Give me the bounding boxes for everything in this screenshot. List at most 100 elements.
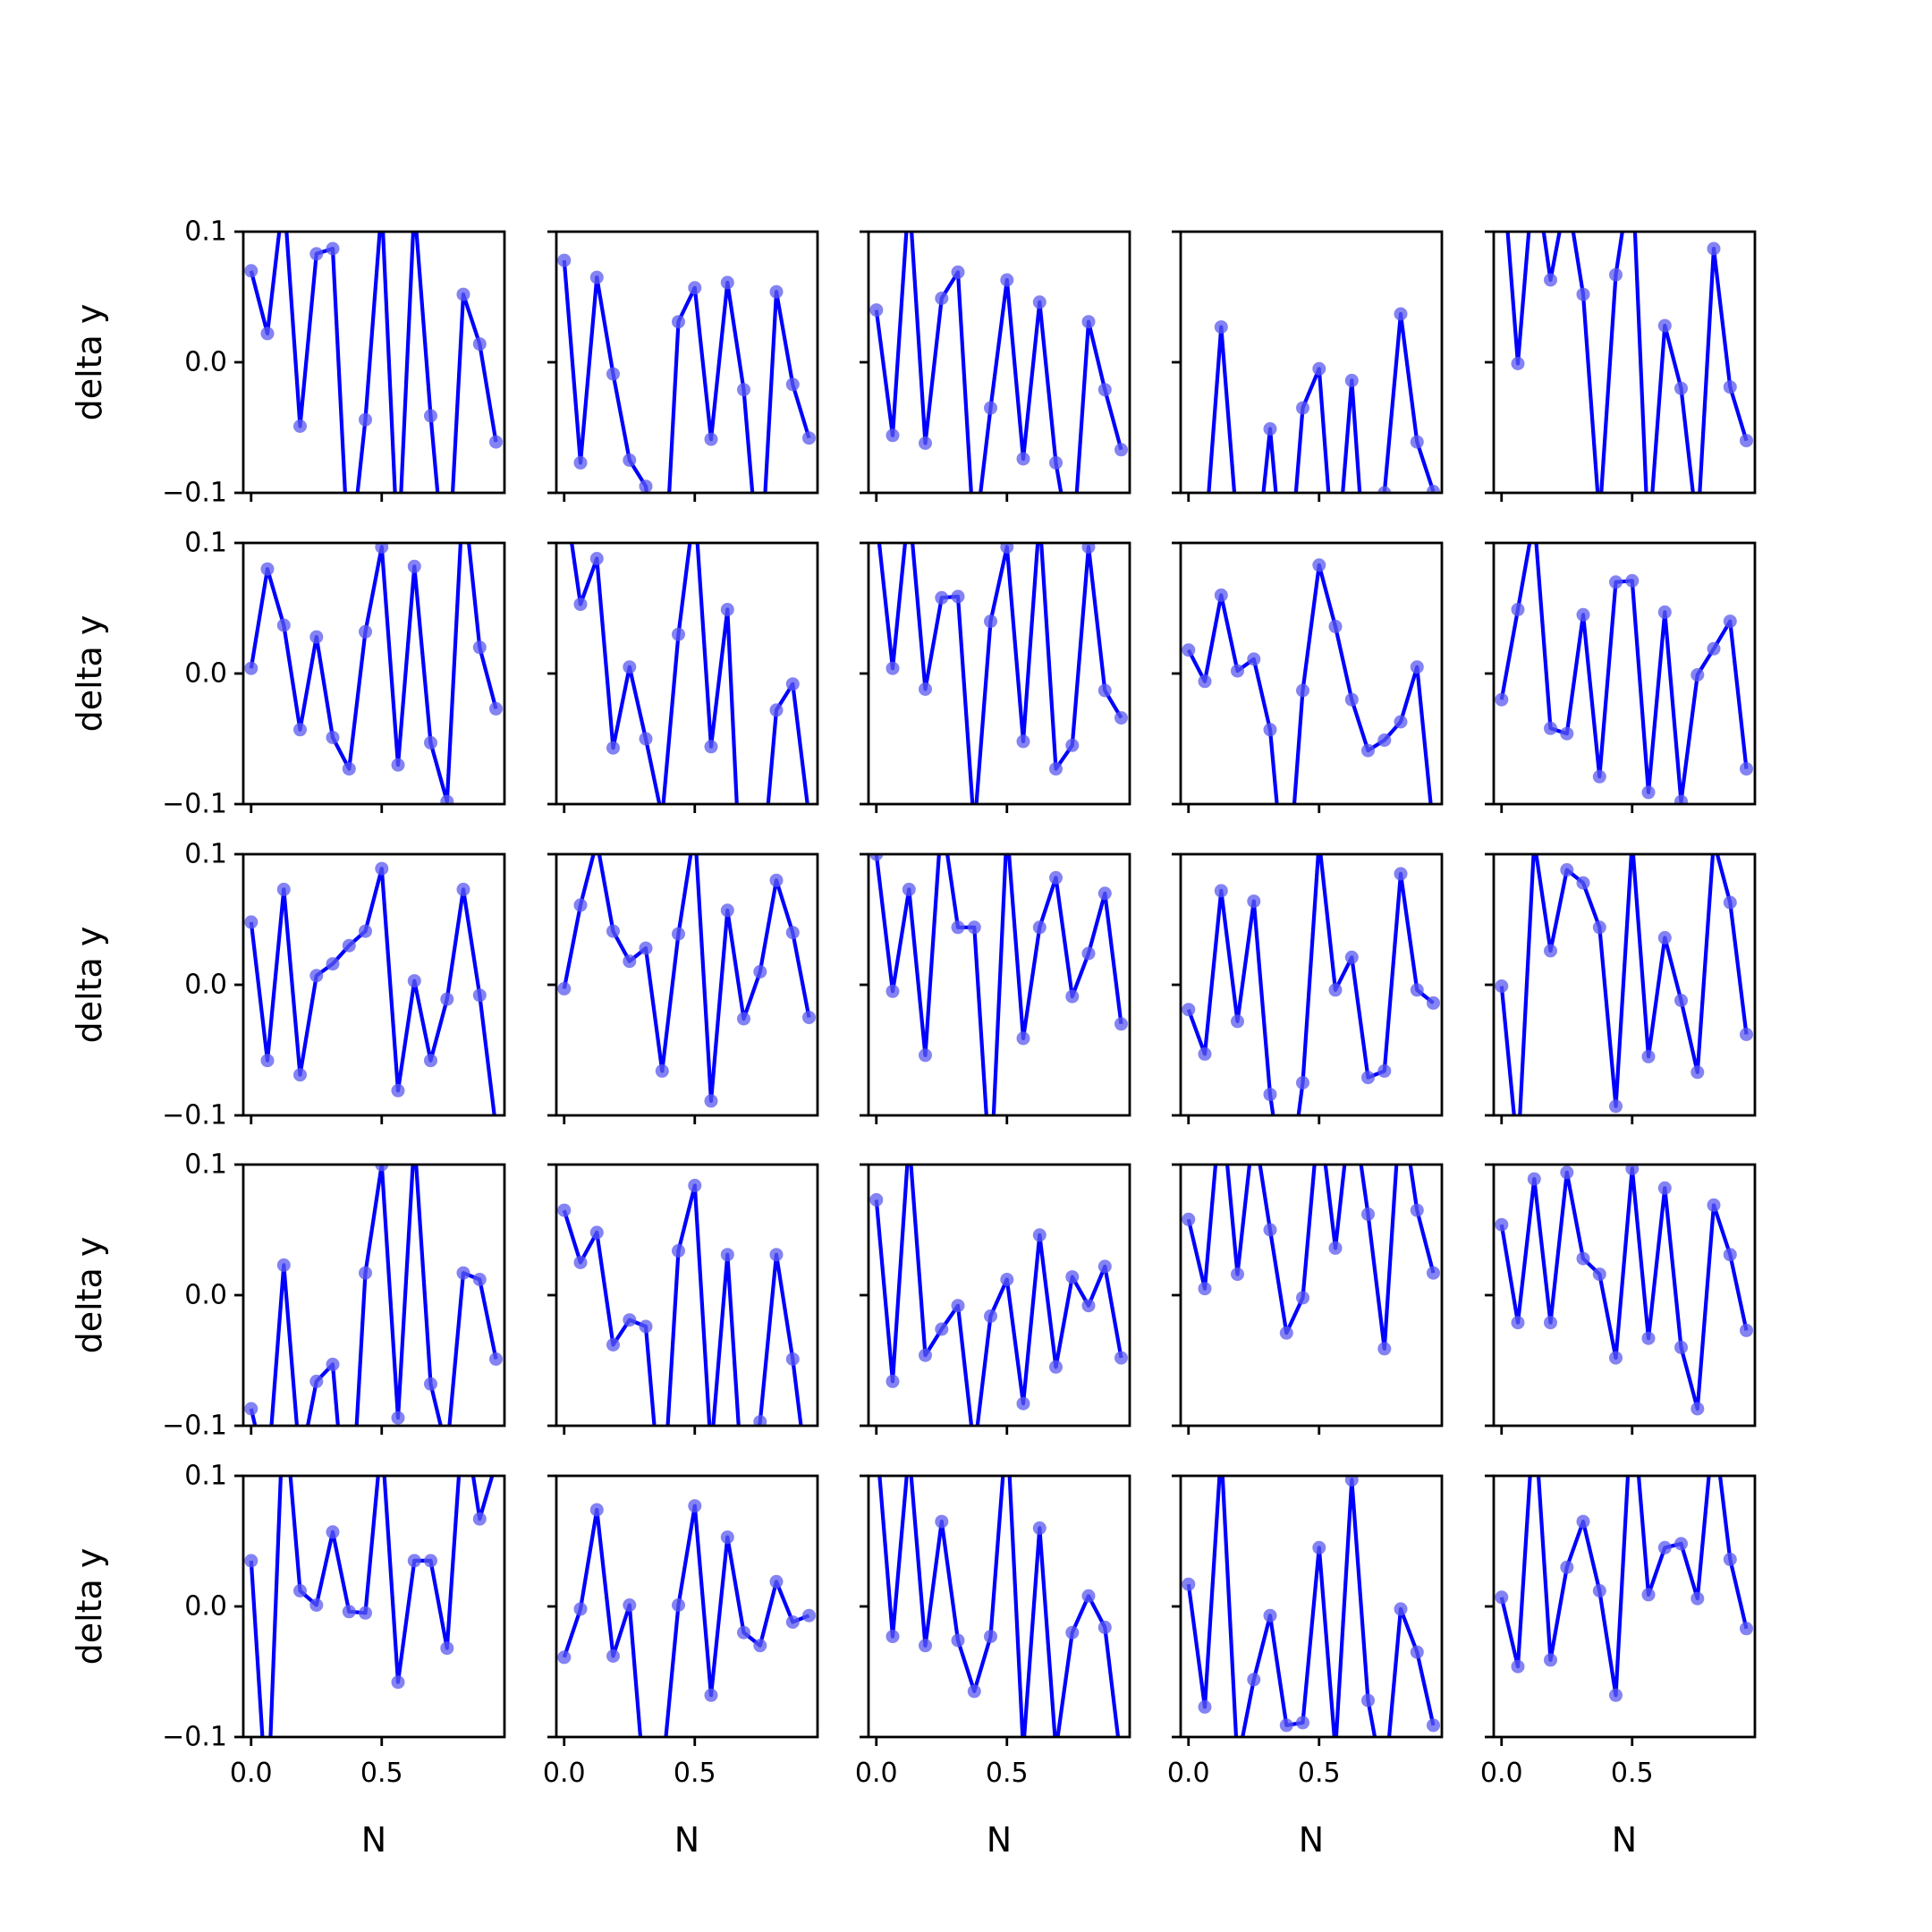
data-point xyxy=(1065,552,1079,565)
data-point xyxy=(1410,983,1424,997)
data-point xyxy=(769,1248,784,1262)
data-point xyxy=(343,564,356,578)
data-point xyxy=(1280,604,1293,617)
data-point xyxy=(1361,1693,1375,1707)
data-point xyxy=(968,1445,981,1459)
data-point xyxy=(967,920,981,935)
data-point xyxy=(342,1605,356,1619)
series-line xyxy=(1499,543,1749,804)
data-point xyxy=(590,835,604,848)
data-point xyxy=(359,624,372,639)
data-point xyxy=(1097,1259,1112,1274)
data-point xyxy=(655,1063,669,1078)
data-point xyxy=(1279,1326,1293,1340)
subplot-r1-c1: −0.1 0.0 0.1 delta y xyxy=(70,216,506,578)
data-point xyxy=(1114,443,1128,457)
series-group xyxy=(1505,232,1753,552)
data-point xyxy=(293,1584,307,1597)
series-group xyxy=(1495,1165,1753,1416)
data-point xyxy=(1361,1071,1375,1085)
series-line xyxy=(1499,1166,1749,1411)
series-line xyxy=(1186,563,1433,804)
data-point xyxy=(391,1083,405,1097)
data-point xyxy=(705,1445,718,1459)
data-point xyxy=(343,1550,356,1563)
data-point xyxy=(1377,733,1392,747)
data-point xyxy=(309,247,324,261)
data-point xyxy=(1642,538,1656,552)
data-point xyxy=(1511,357,1525,370)
data-point xyxy=(951,1299,965,1313)
data-point xyxy=(1410,660,1424,674)
data-point xyxy=(606,924,620,938)
data-point xyxy=(935,809,948,822)
data-point xyxy=(869,303,884,318)
data-point xyxy=(1081,315,1096,329)
data-point xyxy=(309,969,324,983)
data-point xyxy=(902,186,916,199)
data-point xyxy=(869,510,883,523)
data-point xyxy=(919,682,932,696)
series-group xyxy=(1199,307,1440,617)
data-point xyxy=(1377,1342,1392,1356)
data-point xyxy=(1592,1267,1606,1282)
y-tick-label: −0.1 xyxy=(162,478,227,509)
data-point xyxy=(359,924,372,938)
data-point xyxy=(1625,835,1639,848)
data-point xyxy=(1247,894,1261,909)
data-point xyxy=(1427,996,1440,1010)
data-point xyxy=(440,1445,453,1459)
y-axis-label: delta y xyxy=(70,304,109,421)
data-point xyxy=(1097,683,1112,698)
data-point xyxy=(1296,401,1309,415)
data-point xyxy=(573,1256,588,1269)
data-point xyxy=(623,954,637,969)
data-point xyxy=(326,957,340,971)
data-point xyxy=(1609,1688,1623,1702)
x-axis-label: N xyxy=(674,1820,699,1860)
data-point xyxy=(672,315,685,329)
y-tick-label: 0.1 xyxy=(184,216,227,248)
data-point xyxy=(1000,543,1014,554)
subplot-r3-c3 xyxy=(860,809,1131,1124)
data-point xyxy=(1576,876,1590,890)
data-point xyxy=(456,1266,470,1280)
x-tick-label: 0.5 xyxy=(986,1758,1029,1789)
x-tick-label: 0.0 xyxy=(543,1758,586,1789)
data-point xyxy=(1361,1208,1375,1221)
data-point xyxy=(1280,902,1293,915)
series-line xyxy=(249,1476,495,1737)
data-point xyxy=(1657,930,1672,945)
series-line xyxy=(562,1504,810,1737)
data-point xyxy=(1114,1757,1128,1770)
series-line xyxy=(249,1165,498,1426)
data-point xyxy=(802,1485,816,1498)
series-line xyxy=(562,259,811,493)
data-point xyxy=(737,1625,750,1640)
data-point xyxy=(1199,538,1212,552)
data-point xyxy=(391,1675,405,1690)
data-point xyxy=(606,1338,620,1352)
series-line xyxy=(1505,232,1749,493)
data-point xyxy=(935,292,949,305)
data-point xyxy=(919,1348,932,1362)
data-point xyxy=(606,1649,620,1663)
data-point xyxy=(573,1602,588,1616)
data-point xyxy=(1576,1514,1590,1529)
data-point xyxy=(1328,1241,1343,1255)
data-point xyxy=(1279,1718,1293,1733)
data-point xyxy=(375,543,389,554)
series-line xyxy=(1499,854,1749,1115)
data-point xyxy=(1740,1622,1753,1636)
data-point xyxy=(1361,604,1375,617)
data-point xyxy=(1198,674,1212,689)
data-point xyxy=(919,436,932,450)
data-point xyxy=(1740,762,1753,776)
data-point xyxy=(244,264,258,278)
data-point xyxy=(1231,1267,1244,1282)
data-point xyxy=(261,1471,275,1485)
data-point xyxy=(769,284,784,299)
data-point xyxy=(672,1598,685,1612)
data-point xyxy=(1495,1217,1509,1232)
data-point xyxy=(1707,641,1721,656)
